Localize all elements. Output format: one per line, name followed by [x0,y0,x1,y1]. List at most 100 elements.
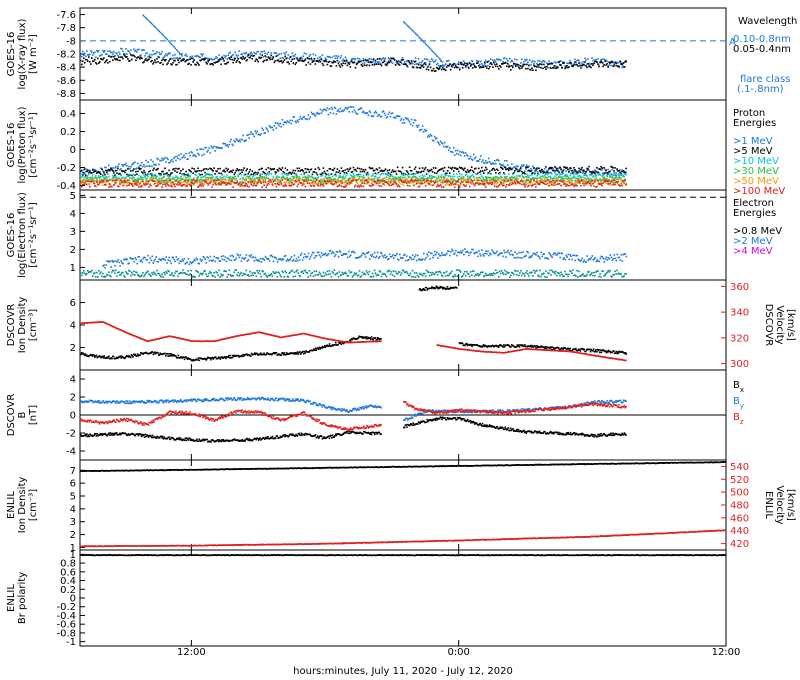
data-point [370,255,373,258]
data-point [484,162,486,164]
data-point [289,177,292,179]
data-point [567,62,569,65]
data-point [423,178,426,180]
data-point [243,58,245,60]
y-axis-label: log(Electron flux) [17,192,28,278]
y-axis-label: GOES-16 [6,213,17,258]
data-point [164,179,166,182]
data-point [160,61,162,64]
data-point [189,56,191,58]
data-point [376,177,379,179]
data-point [497,169,499,171]
data-point [367,61,370,63]
data-point [397,60,400,62]
data-point [477,160,479,162]
data-point [364,179,367,181]
data-point [469,155,472,158]
data-point [598,172,600,174]
y-tick-label: 1 [70,263,76,274]
data-point [270,254,273,257]
data-point [406,184,409,187]
data-point [528,169,530,172]
data-point [106,59,108,61]
data-point [397,170,400,172]
data-point [567,253,569,256]
data-point [243,178,245,181]
data-point [160,180,162,182]
data-point [361,179,364,181]
data-point [241,257,244,259]
data-point [607,183,609,185]
data-point [285,185,288,187]
data-point [123,258,125,261]
data-point [167,181,169,183]
data-point [405,178,408,181]
data-point [211,186,213,188]
data-point [487,182,489,184]
data-point [402,174,405,177]
data-point [377,61,380,64]
data-point [208,183,210,185]
data-point [384,168,387,170]
data-point [163,258,165,261]
data-point [597,63,599,65]
data-point [83,168,85,171]
data-point [183,58,185,61]
data-point [419,183,422,185]
data-point [237,254,240,257]
data-point [254,52,256,55]
data-point [595,178,597,181]
data-point [107,179,109,182]
data-point [84,52,86,55]
data-point [551,168,553,170]
data-point [301,118,304,120]
data-point [429,184,432,186]
data-point [532,177,534,180]
data-point [608,180,610,182]
data-point [80,55,82,57]
data-point [335,181,338,184]
data-point [552,169,554,172]
panel-frame [79,189,727,281]
data-point [406,255,408,257]
data-point [260,261,263,263]
data-point [610,175,612,177]
data-point [112,170,114,172]
data-point [416,259,418,262]
data-point [582,179,584,181]
data-point [322,185,325,187]
data-point [168,177,170,180]
data-point [226,58,228,60]
data-point [553,184,555,186]
data-point [235,178,237,181]
data-point [329,168,332,170]
data-point [575,170,577,173]
data-point [330,178,333,181]
data-point [249,174,251,177]
data-point [345,179,348,182]
data-point [368,166,371,169]
data-point [146,52,148,55]
data-point [575,173,577,175]
data-point [509,57,511,60]
data-point [287,121,290,123]
data-point [143,174,145,176]
data-point [158,258,160,260]
data-point [112,59,114,61]
legend-title: Energies [733,118,776,129]
data-point [272,180,275,183]
data-point [355,179,358,181]
data-point [592,170,594,173]
flare-spike-point [408,26,410,28]
data-point [362,169,365,171]
data-point [424,185,427,187]
data-point [149,170,151,172]
data-point [121,170,123,172]
data-point [557,183,559,185]
flare-spike-point [419,37,421,39]
y-axis-label: log(X-ray flux) [17,18,28,89]
data-point [216,175,218,178]
data-point [424,130,427,132]
data-point [296,176,299,179]
data-point [186,59,188,61]
